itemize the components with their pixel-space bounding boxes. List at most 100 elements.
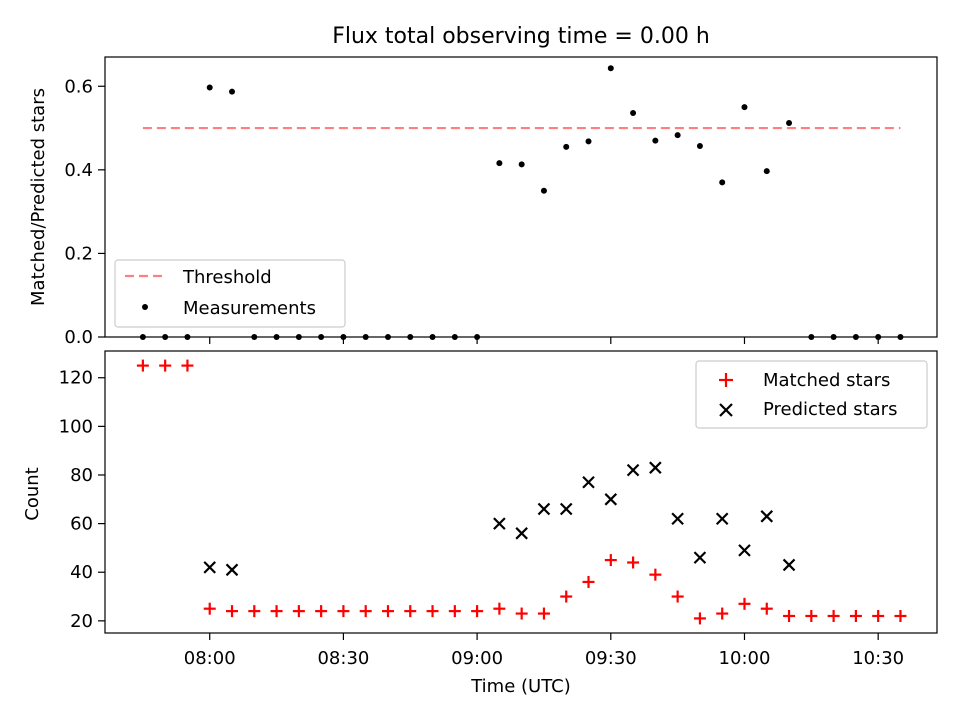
matched-point [827,609,840,622]
top-legend: Threshold Measurements [114,259,346,328]
bottom-y-tick-label: 20 [70,611,93,632]
bottom-x-tick-label: 10:00 [719,648,771,669]
matched-point [515,607,528,620]
measurement-point [295,334,302,340]
measurement-points [139,65,904,340]
measurement-point [852,334,859,340]
measurement-point [786,120,793,127]
measurement-point [585,138,592,145]
measurement-point [162,334,169,340]
matched-point [671,590,684,603]
matched-point [315,605,328,618]
matched-point [203,602,216,615]
measurements-legend-label: Measurements [183,298,316,319]
bottom-y-axis-label: Count [22,467,43,520]
measurement-point [229,88,236,95]
predicted-point [738,544,751,557]
bottom-y-tick-label: 60 [70,514,93,535]
matched-point [649,568,662,581]
matched-point [849,609,862,622]
predicted-legend-label: Predicted stars [763,399,897,420]
matched-point [805,609,818,622]
predicted-point [715,512,729,526]
predicted-point [671,512,684,526]
predicted-point [515,527,528,540]
measurement-point [630,110,637,116]
matched-point [582,575,595,588]
predicted-point [203,561,217,574]
measurements-legend-marker [142,304,148,310]
bottom-y-tick-label: 80 [70,465,93,486]
matched-point [136,359,149,372]
predicted-point [693,551,707,564]
threshold-legend-label: Threshold [182,267,272,288]
predicted-point [582,475,595,489]
measurement-point [763,168,770,175]
matched-point [894,609,907,622]
matched-point [693,612,706,625]
measurement-point [875,334,882,340]
matched-legend-marker [719,373,733,387]
predicted-point [626,463,640,477]
matched-point [448,605,461,618]
matched-point [359,605,372,618]
matched-point [426,605,439,618]
top-y-tick-label: 0.2 [64,243,93,264]
top-legend-box [114,259,346,328]
predicted-point [760,510,774,523]
top-y-axis-label: Matched/Predicted stars [28,88,49,306]
matched-point [337,605,350,618]
top-x-ticks [209,337,879,344]
measurement-point [652,137,659,144]
measurement-point [273,334,280,340]
bottom-panel: 20 40 60 80 100 120 08:00 08:30 09:00 09:30 10:00… [22,350,938,697]
measurement-point [830,334,837,340]
measurement-point [206,84,213,91]
bottom-x-tick-label: 09:30 [585,648,637,669]
matched-point [560,590,573,603]
measurement-point [362,334,369,340]
bottom-legend-box [695,360,928,429]
matched-point [783,609,796,622]
bottom-x-tick-label: 10:30 [852,648,904,669]
bottom-y-ticks: 20 40 60 80 100 120 [59,368,105,632]
matched-point [537,607,550,620]
matched-point [872,609,885,622]
measurement-point [184,334,191,340]
matched-point [716,607,729,620]
measurement-point [429,334,436,340]
measurement-point [251,334,258,340]
predicted-point [782,558,796,572]
measurement-point [318,334,325,340]
matched-point [404,605,417,618]
measurement-point [563,143,570,150]
measurement-point [696,143,703,150]
matched-point [292,605,305,618]
matched-legend-label: Matched stars [763,370,890,391]
matched-point [248,605,261,618]
bottom-legend: Matched stars Predicted stars [695,360,928,429]
bottom-y-tick-label: 40 [70,562,93,583]
matched-point [181,359,194,372]
chart-title: Flux total observing time = 0.00 h [332,24,710,49]
bottom-y-tick-label: 100 [59,416,93,437]
measurement-point [496,160,503,167]
measurement-point [607,65,614,72]
matched-point [159,359,172,372]
matched-point [738,597,751,610]
matched-point [270,605,283,618]
measurement-point [518,161,525,168]
predicted-point [225,563,239,577]
predicted-point [559,502,573,516]
measurement-point [897,334,904,340]
bottom-y-tick-label: 120 [59,368,93,389]
matched-point [493,602,506,615]
top-panel: 0.0 0.2 0.4 0.6 Matched/Predicted stars Thr… [28,56,938,348]
bottom-x-tick-label: 08:30 [317,648,369,669]
measurement-point [340,334,347,340]
matched-point [604,554,617,567]
measurement-point [139,334,146,340]
measurement-point [540,187,547,194]
predicted-point [649,461,662,474]
